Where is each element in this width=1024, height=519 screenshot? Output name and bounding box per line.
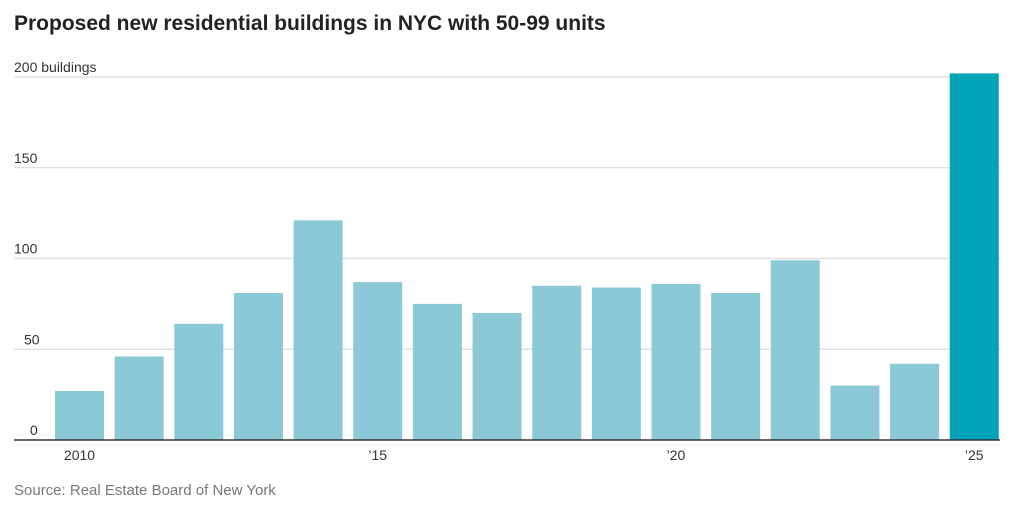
y-tick-label: 50 [24,331,40,347]
bar-2013 [233,292,283,440]
bar-2010 [55,390,104,440]
y-tick-label: 0 [30,422,38,438]
bar-2012 [174,323,224,440]
bar-2016 [412,303,462,440]
x-tick-label: ’20 [667,447,686,463]
x-tick-label: 2010 [64,447,95,463]
bar-2017 [472,312,522,440]
bar-2020 [651,283,701,440]
bar-2025 [949,73,999,441]
bar-2014 [293,220,343,440]
bar-2018 [532,285,582,440]
y-tick-label: 100 [14,241,38,257]
bar-2022 [770,260,820,440]
chart-title: Proposed new residential buildings in NY… [14,12,606,35]
bar-2024 [890,363,940,440]
bar-2023 [830,385,880,440]
y-tick-label: 150 [14,150,38,166]
bar-2011 [114,356,164,440]
y-tick-label: 200 buildings [14,59,97,75]
x-tick-label: ’15 [368,447,387,463]
x-tick-label: ’25 [965,447,984,463]
source-note: Source: Real Estate Board of New York [14,482,276,499]
bar-2015 [353,282,403,440]
bar-2019 [591,287,641,440]
bar-2021 [711,292,761,440]
